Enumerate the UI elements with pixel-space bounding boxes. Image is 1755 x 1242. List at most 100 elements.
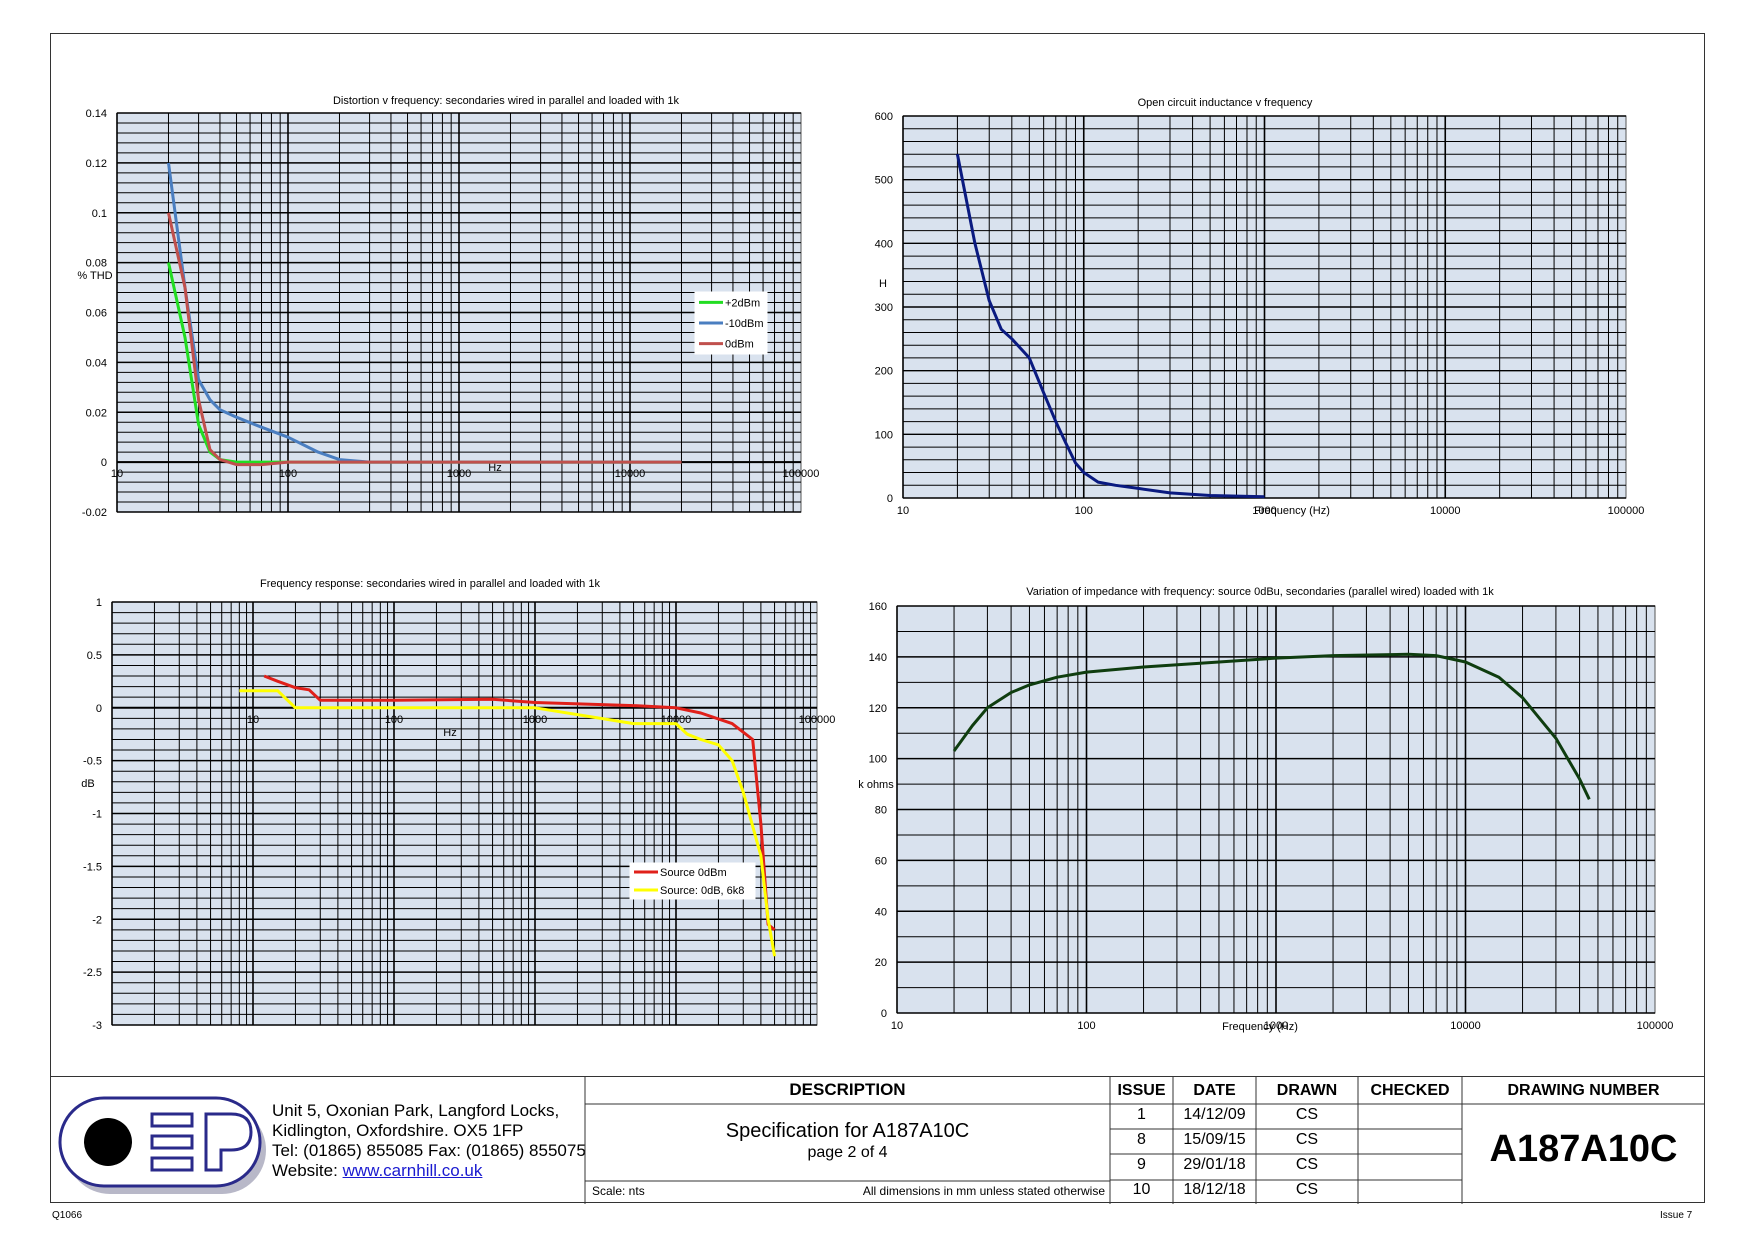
legend-label: Source: 0dB, 6k8	[660, 885, 744, 897]
x-tick-label: 10	[891, 1020, 903, 1032]
revision-issue-cell: 9	[1137, 1156, 1146, 1173]
revision-date-cell: 15/09/15	[1183, 1131, 1246, 1148]
y-tick-label: 160	[869, 601, 887, 613]
y-tick-label: 60	[875, 855, 887, 867]
revision-date-cell: 29/01/18	[1183, 1156, 1246, 1173]
footer-right: Issue 7	[1660, 1210, 1693, 1221]
address-line-2: Kidlington, Oxfordshire. OX5 1FP	[272, 1121, 524, 1140]
description-line-2: page 2 of 4	[807, 1144, 888, 1161]
revision-issue-cell: 1	[1137, 1106, 1146, 1123]
revision-date-cell: 18/12/18	[1183, 1181, 1246, 1198]
revision-drawn-cell: CS	[1295, 1156, 1319, 1173]
revision-drawn-cell: CS	[1295, 1106, 1319, 1123]
x-tick-label: 10	[247, 714, 259, 726]
grid-lines	[902, 115, 1626, 499]
y-tick-label: -2.5	[83, 967, 102, 979]
y-tick-label: 1	[96, 597, 102, 609]
y-tick-label: 0.08	[86, 258, 107, 270]
x-tick-label: 100000	[799, 714, 836, 726]
y-tick-label: -0.5	[83, 756, 102, 768]
x-tick-label: 1000	[523, 714, 547, 726]
y-tick-label: 0.5	[87, 650, 102, 662]
series-line	[955, 153, 1265, 499]
legend: Source 0dBm Source: 0dB, 6k8	[629, 862, 756, 900]
y-tick-label: 100	[875, 429, 893, 441]
frequency-response-chart: 10.50-0.5-1-1.5-2-2.5-310 100 1000 10000 100…	[81, 578, 835, 1032]
chart-title: Variation of impedance with frequency: s…	[1026, 586, 1494, 598]
y-tick-label: 0.04	[86, 357, 107, 369]
x-tick-label: 100000	[1637, 1020, 1674, 1032]
y-tick-label: -3	[92, 1020, 102, 1032]
x-tick-label: 10000	[615, 468, 646, 480]
y-tick-label: 0	[101, 457, 107, 469]
series-line-source-0dbm	[263, 674, 776, 931]
x-tick-label: 100000	[783, 468, 820, 480]
drawing-number-header: DRAWING NUMBER	[1507, 1082, 1660, 1099]
y-tick-label: 0.12	[86, 158, 107, 170]
y-tick-label: 400	[875, 238, 893, 250]
y-tick-label: 0	[881, 1008, 887, 1020]
y-tick-label: 20	[875, 957, 887, 969]
y-tick-label: 0.02	[86, 407, 107, 419]
y-tick-label: 600	[875, 111, 893, 123]
footer-left: Q1066	[52, 1210, 83, 1221]
drawing-number: A187A10C	[1489, 1128, 1678, 1170]
address-line-3: Tel: (01865) 855085 Fax: (01865) 855075	[272, 1141, 586, 1160]
y-tick-label: 300	[875, 302, 893, 314]
legend-label: +2dBm	[725, 297, 760, 309]
revision-date-cell: 14/12/09	[1183, 1106, 1246, 1123]
website-link[interactable]: www.carnhill.co.uk	[342, 1161, 483, 1180]
chart-title: Frequency response: secondaries wired in…	[260, 578, 600, 590]
legend-label: 0dBm	[725, 339, 754, 351]
company-logo	[58, 1096, 266, 1194]
y-tick-label: 0.1	[92, 208, 107, 220]
y-tick-label: -1	[92, 809, 102, 821]
x-tick-label: 100	[1077, 1020, 1095, 1032]
x-tick-label: 100	[279, 468, 297, 480]
y-tick-label: 120	[869, 703, 887, 715]
y-tick-label: 500	[875, 175, 893, 187]
y-tick-label: -0.02	[82, 507, 107, 519]
drawn-header: DRAWN	[1276, 1082, 1338, 1099]
x-axis-label: Hz	[488, 462, 501, 474]
x-tick-label: 100	[1075, 505, 1093, 517]
drawing-frame	[50, 33, 1705, 1203]
x-tick-label: 10000	[1450, 1020, 1481, 1032]
y-axis-label: dB	[81, 778, 94, 790]
y-tick-label: 140	[869, 652, 887, 664]
address-website-line: Website: www.carnhill.co.uk	[272, 1161, 586, 1181]
y-tick-label: 0.14	[86, 108, 107, 120]
grid-lines	[116, 112, 801, 513]
address-line-1: Unit 5, Oxonian Park, Langford Locks,	[272, 1101, 560, 1120]
y-axis-label: H	[879, 278, 887, 290]
revision-issue-cell: 8	[1137, 1131, 1146, 1148]
y-tick-label: 200	[875, 366, 893, 378]
revision-drawn-cell: CS	[1295, 1181, 1319, 1198]
title-block	[50, 1076, 1705, 1205]
description-header: DESCRIPTION	[789, 1080, 906, 1099]
grid-lines	[896, 605, 1655, 1014]
x-tick-label: 1000	[447, 468, 471, 480]
website-label: Website:	[272, 1161, 343, 1180]
x-tick-label: 100	[385, 714, 403, 726]
chart-title: Distortion v frequency: secondaries wire…	[333, 95, 680, 107]
y-tick-label: -2	[92, 914, 102, 926]
revision-issue-cell: 10	[1132, 1181, 1151, 1198]
y-tick-label: -1.5	[83, 861, 102, 873]
x-tick-label: 10	[897, 505, 909, 517]
impedance-chart: 160 140 120 100 80 60 40 20 0 10 100 1000 10000 10000…	[858, 586, 1673, 1033]
x-tick-label: 1000	[1252, 505, 1276, 517]
x-tick-label: 100000	[1608, 505, 1645, 517]
y-tick-label: 40	[875, 906, 887, 918]
y-tick-label: 0	[887, 493, 893, 505]
series-line	[952, 652, 1591, 800]
distortion-chart: 0.14 0.12 0.1 0.08 0.06 0.04 0.02 0 -0.02 10 100 10…	[77, 95, 819, 519]
x-tick-label: 1000	[1264, 1020, 1288, 1032]
dimensions-note: All dimensions in mm unless stated other…	[862, 1184, 1105, 1198]
date-header: DATE	[1193, 1082, 1236, 1099]
revision-drawn-cell: CS	[1295, 1131, 1319, 1148]
y-axis-label: % THD	[77, 270, 112, 282]
